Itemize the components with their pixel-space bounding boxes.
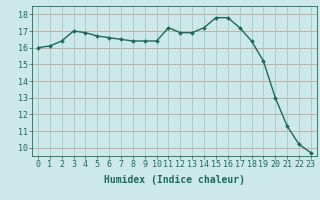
X-axis label: Humidex (Indice chaleur): Humidex (Indice chaleur) bbox=[104, 175, 245, 185]
